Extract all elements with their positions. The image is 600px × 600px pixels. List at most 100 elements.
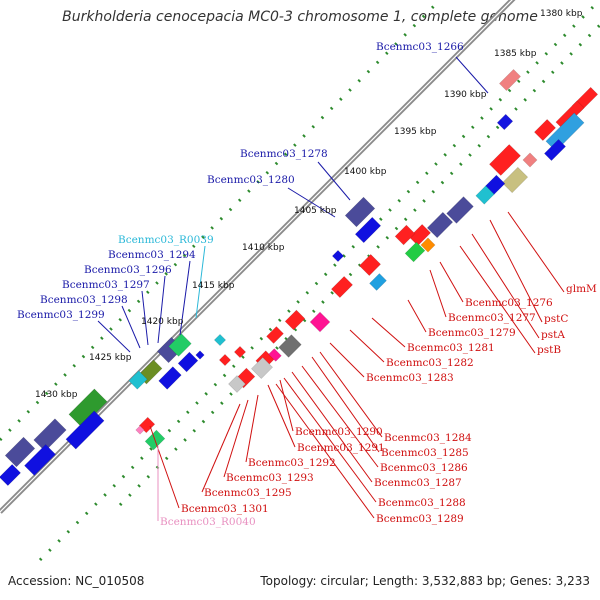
gene-block-outer (128, 370, 148, 390)
gene-leader-line (279, 379, 294, 432)
gene-block-inner (522, 152, 538, 168)
gene-leader-line (287, 187, 336, 218)
gene-label: Bcenmc03_1287 (374, 477, 462, 489)
kbp-tick-label: 1400 kbp (344, 167, 387, 177)
gene-leader-line (317, 161, 351, 201)
gene-label: Bcenmc03_1299 (17, 309, 105, 321)
accession-text: Accession: NC_010508 (8, 574, 145, 588)
gene-block-inner (501, 166, 529, 194)
gene-block-inner (284, 309, 306, 331)
gene-block-outer (177, 351, 199, 373)
gene-label: glmM (566, 283, 597, 295)
gene-leader-line (149, 425, 180, 509)
gene-label: Bcenmc03_1284 (384, 432, 472, 444)
topology-summary: Topology: circular; Length: 3,532,883 bp… (260, 574, 590, 588)
gene-leader-line (121, 305, 141, 349)
gene-label: Bcenmc03_1298 (40, 294, 128, 306)
gene-labels: Bcenmc03_1266 Bcenmc03_1278 Bcenmc03_1280 B… (17, 41, 597, 528)
gene-block-outer (4, 436, 36, 468)
gene-block-inner (233, 345, 247, 359)
gene-block-inner (266, 326, 284, 344)
gene-label: Bcenmc03_1276 (465, 297, 553, 309)
gene-label: Bcenmc03_1277 (448, 312, 536, 324)
gene-label: Bcenmc03_1289 (376, 513, 464, 525)
gene-leader-line (371, 317, 406, 348)
gene-block-outer (24, 444, 56, 476)
gene-block-outer (331, 249, 345, 263)
gene-leader-line (157, 275, 166, 344)
gene-block-outer (354, 216, 382, 244)
gene-label: Bcenmc03_1282 (386, 357, 474, 369)
gene-block-outer (65, 410, 105, 450)
gene-leader-line (195, 245, 206, 319)
gene-leader-line (201, 403, 241, 493)
gene-block-inner (408, 223, 432, 247)
gene-leader-line (429, 269, 447, 318)
backbone-inner-line (0, 0, 600, 512)
chromosome-backbone (0, 0, 600, 514)
gene-label: Bcenmc03_1279 (428, 327, 516, 339)
gene-label: Bcenmc03_1266 (376, 41, 464, 53)
gene-block-inner (278, 334, 302, 358)
gene-label: Bcenmc03_1294 (108, 249, 196, 261)
gene-block-inner (369, 273, 387, 291)
gene-leader-line (507, 211, 565, 293)
gene-label: Bcenmc03_1290 (295, 426, 383, 438)
gene-label: Bcenmc03_R0039 (118, 234, 214, 246)
gene-label: pstC (544, 313, 568, 325)
gene-label: Bcenmc03_1285 (381, 447, 469, 459)
gene-block-inner (135, 425, 145, 435)
kbp-tick-label: 1390 kbp (444, 90, 487, 100)
kbp-tick-label: 1405 kbp (294, 206, 337, 216)
gene-leader-line (179, 260, 191, 336)
kbp-tick-label: 1430 kbp (35, 390, 78, 400)
gene-block-outer (0, 463, 22, 487)
label-leader-lines (97, 56, 565, 521)
gene-label: pstB (537, 344, 561, 356)
gene-block-inner (420, 237, 436, 253)
gene-label: Bcenmc03_1288 (378, 497, 466, 509)
gene-block-inner (489, 144, 521, 176)
gene-block-outer (68, 388, 108, 428)
gene-label: Bcenmc03_1301 (181, 503, 269, 515)
gene-leader-line (301, 365, 379, 468)
inner2-dotted-guide (118, 23, 600, 507)
gene-leader-line (291, 371, 373, 483)
gene-block-outer (33, 418, 67, 452)
gene-block-inner (533, 118, 557, 142)
kbp-tick-label: 1410 kbp (242, 243, 285, 253)
gene-leader-line (455, 56, 489, 94)
gene-block-inner (250, 356, 274, 380)
gene-label: Bcenmc03_1292 (248, 457, 336, 469)
gene-label: Bcenmc03_1281 (407, 342, 495, 354)
gene-leader-line (349, 329, 385, 363)
gene-block-inner (404, 241, 426, 263)
gene-block-inner (228, 375, 246, 393)
gene-block-outer (498, 68, 522, 92)
kbp-tick-labels: 1380 kbp 1385 kbp 1390 kbp 1395 kbp 1400 kbp… (35, 9, 583, 400)
gene-block-outer (195, 350, 205, 360)
gene-block-inner (330, 275, 354, 299)
kbp-tick-label: 1385 kbp (494, 49, 537, 59)
gene-features (0, 68, 599, 487)
kbp-tick-label: 1395 kbp (394, 127, 437, 137)
gene-leader-line (97, 320, 131, 353)
gene-leader-line (283, 377, 377, 503)
kbp-tick-label: 1415 kbp (192, 281, 235, 291)
gene-block-outer (168, 333, 192, 357)
gene-block-inner (475, 185, 495, 205)
kbp-tick-label: 1420 kbp (141, 317, 184, 327)
gene-block-outer (213, 333, 227, 347)
kbp-tick-label: 1380 kbp (540, 9, 583, 19)
gene-block-outer (344, 196, 376, 228)
dotted-guides (0, 0, 600, 562)
gene-label: Bcenmc03_1283 (366, 372, 454, 384)
gene-leader-line (489, 219, 543, 323)
gene-label: Bcenmc03_1295 (204, 487, 292, 499)
gene-leader-line (275, 383, 375, 519)
gene-leader-line (459, 245, 536, 354)
gene-block-inner (394, 224, 416, 246)
gene-leader-line (223, 399, 249, 478)
gene-leader-line (141, 290, 149, 346)
